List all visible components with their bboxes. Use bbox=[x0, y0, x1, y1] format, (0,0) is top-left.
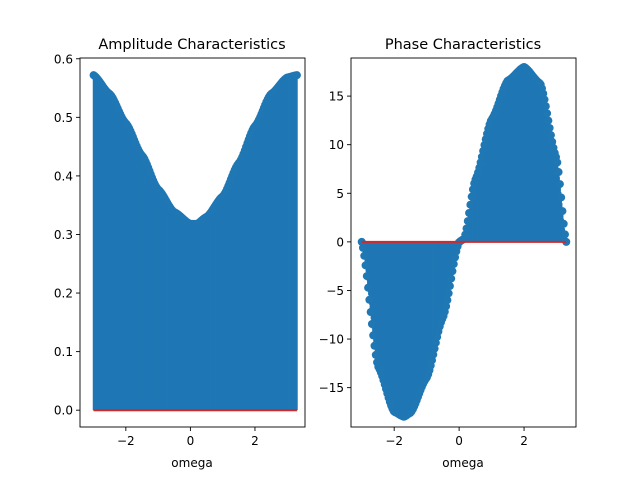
phase-stem-marker bbox=[555, 180, 564, 189]
phase-y-tick-label: 15 bbox=[329, 90, 344, 104]
phase-stem-marker bbox=[541, 102, 550, 111]
phase-stem-marker bbox=[554, 168, 563, 177]
amplitude-stem-markers bbox=[89, 71, 301, 228]
phase-stem-marker bbox=[442, 302, 451, 311]
phase-y-tick-label: 10 bbox=[329, 138, 344, 152]
amplitude-axes-frame bbox=[79, 57, 306, 428]
phase-stem-marker bbox=[360, 251, 369, 260]
amplitude-stems bbox=[92, 75, 298, 411]
amplitude-y-tick-label: 0.2 bbox=[54, 287, 73, 301]
phase-stem-marker bbox=[560, 230, 569, 239]
phase-y-tick-label: −15 bbox=[319, 381, 344, 395]
phase-stem-marker bbox=[358, 243, 367, 252]
phase-stem-marker bbox=[361, 261, 370, 270]
phase-stem-marker bbox=[557, 193, 566, 202]
phase-x-tick-label: −2 bbox=[385, 434, 403, 448]
phase-chart: Phase Characteristics −2 0 2 −15 −10 −5 0 5 10 15… bbox=[319, 37, 577, 470]
phase-stem-marker bbox=[467, 192, 476, 201]
phase-stem-markers bbox=[357, 62, 571, 421]
phase-x-axis-label: omega bbox=[442, 456, 483, 470]
phase-stem-marker bbox=[451, 253, 460, 262]
amplitude-y-tick-label: 0.3 bbox=[54, 228, 73, 242]
phase-stem-marker bbox=[468, 185, 477, 194]
phase-y-tick-label: −5 bbox=[326, 284, 344, 298]
phase-stem-marker bbox=[558, 207, 567, 216]
phase-stem-marker bbox=[540, 95, 549, 104]
amplitude-stem-marker bbox=[292, 71, 301, 80]
phase-stem-marker bbox=[559, 219, 568, 228]
phase-x-tick-label: 0 bbox=[455, 434, 463, 448]
phase-stem-marker bbox=[444, 289, 453, 298]
phase-stem-marker bbox=[548, 137, 557, 146]
amplitude-chart-title: Amplitude Characteristics bbox=[98, 37, 285, 53]
phase-stem-marker bbox=[462, 224, 471, 233]
phase-stem-marker bbox=[543, 109, 552, 118]
phase-stem-marker bbox=[445, 282, 454, 291]
amplitude-y-tick-label: 0.6 bbox=[54, 52, 73, 66]
phase-stem-marker bbox=[365, 295, 374, 304]
phase-stem-marker bbox=[539, 89, 548, 98]
amplitude-y-tick-label: 0.1 bbox=[54, 345, 73, 359]
phase-stem-marker bbox=[466, 200, 475, 209]
amplitude-y-tick-label: 0.4 bbox=[54, 169, 73, 183]
phase-stem-marker bbox=[461, 230, 470, 239]
amplitude-x-tick-label: 2 bbox=[251, 434, 259, 448]
phase-stem-marker bbox=[371, 350, 380, 359]
phase-stem-marker bbox=[463, 217, 472, 226]
phase-stem-marker bbox=[362, 272, 371, 281]
phase-stem-marker bbox=[562, 237, 571, 246]
phase-y-tick-label: 0 bbox=[336, 235, 344, 249]
phase-stem-marker bbox=[370, 341, 379, 350]
phase-stem-marker bbox=[465, 209, 474, 218]
phase-axes: −2 0 2 −15 −10 −5 0 5 10 15 bbox=[319, 57, 577, 448]
amplitude-x-tick-label: 0 bbox=[187, 434, 195, 448]
phase-stems bbox=[361, 67, 567, 417]
amplitude-y-tick-label: 0.0 bbox=[54, 404, 73, 418]
amplitude-chart: Amplitude Characteristics −2 0 2 0.0 0.1 0.2 0… bbox=[54, 37, 306, 470]
phase-y-tick-label: 5 bbox=[336, 187, 344, 201]
phase-stem-marker bbox=[364, 283, 373, 292]
phase-stem-marker bbox=[369, 331, 378, 340]
phase-stem-marker bbox=[545, 123, 554, 132]
phase-stem-marker bbox=[553, 158, 562, 167]
phase-chart-title: Phase Characteristics bbox=[385, 37, 541, 53]
phase-y-tick-label: −10 bbox=[319, 333, 344, 347]
amplitude-x-axis-label: omega bbox=[171, 456, 212, 470]
phase-stem-marker bbox=[449, 260, 458, 269]
phase-stem-marker bbox=[448, 267, 457, 276]
phase-stem-marker bbox=[443, 296, 452, 305]
amplitude-x-tick-label: −2 bbox=[117, 434, 135, 448]
phase-stem-marker bbox=[544, 116, 553, 125]
phase-x-tick-label: 2 bbox=[520, 434, 528, 448]
amplitude-y-tick-label: 0.5 bbox=[54, 111, 73, 125]
amplitude-axes: −2 0 2 0.0 0.1 0.2 0.3 0.4 0.5 0.6 bbox=[54, 52, 306, 448]
phase-stem-marker bbox=[367, 320, 376, 329]
phase-stem-marker bbox=[447, 274, 456, 283]
phase-axes-frame bbox=[350, 57, 577, 428]
phase-stem-marker bbox=[546, 131, 555, 140]
phase-stem-marker bbox=[366, 308, 375, 317]
phase-stem-marker bbox=[357, 237, 366, 246]
